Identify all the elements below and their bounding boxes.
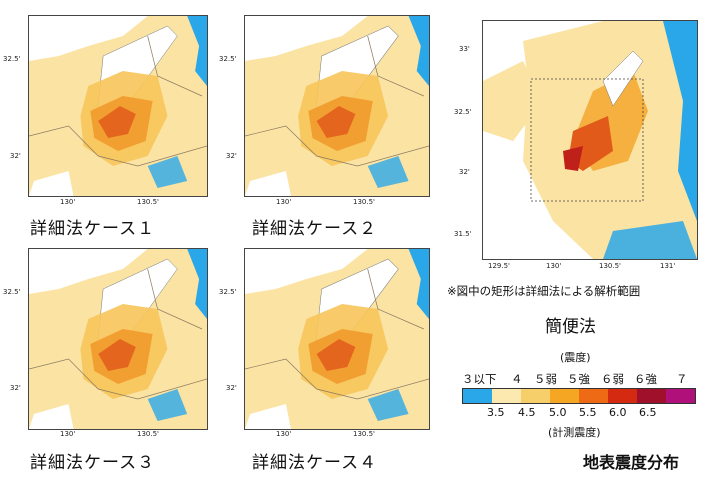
y-tick: 32' (459, 168, 470, 176)
y-tick: 32.5' (3, 288, 21, 296)
y-tick: 32.5' (3, 55, 21, 63)
legend-head: (震度) (560, 351, 591, 364)
panel-caption: 詳細法ケース２ (252, 219, 378, 239)
intensity-class-label: ５弱 (534, 372, 557, 386)
color-swatch (521, 389, 550, 403)
intensity-class-label: ５強 (567, 372, 590, 386)
x-tick: 130' (60, 198, 76, 206)
legend-foot: (計測震度) (548, 426, 601, 439)
panel-caption: 詳細法ケース１ (30, 219, 156, 239)
intensity-map (28, 248, 208, 430)
color-scale-bar (462, 388, 696, 404)
y-tick: 32.5' (219, 55, 237, 63)
color-swatch (463, 389, 492, 403)
y-tick: 33' (459, 45, 470, 53)
color-swatch (492, 389, 521, 403)
x-tick: 129.5' (488, 262, 510, 270)
x-tick: 130.5' (599, 262, 621, 270)
y-tick: 32' (226, 152, 237, 160)
intensity-map-wide (482, 20, 698, 260)
y-tick: 32.5' (219, 288, 237, 296)
intensity-class-label: ７ (676, 372, 688, 386)
map-graphic (483, 21, 697, 259)
color-swatch (637, 389, 666, 403)
y-tick: 32' (226, 384, 237, 392)
panel-caption: 詳細法ケース３ (30, 453, 156, 473)
color-swatch (550, 389, 579, 403)
intensity-class-label: ６強 (634, 372, 657, 386)
intensity-class-label: ４ (511, 372, 523, 386)
scale-value: 6.5 (639, 406, 657, 419)
x-tick: 130' (60, 430, 76, 438)
scale-value: 5.5 (579, 406, 597, 419)
scale-value: 6.0 (609, 406, 627, 419)
analysis-range-note: ※図中の矩形は詳細法による解析範囲 (447, 284, 641, 298)
x-tick: 130' (276, 430, 292, 438)
intensity-class-label: ６弱 (601, 372, 624, 386)
color-swatch (579, 389, 608, 403)
y-tick: 32' (10, 152, 21, 160)
scale-value: 5.0 (549, 406, 567, 419)
figure-heading: 地表震度分布 (583, 453, 680, 472)
x-tick: 131' (660, 262, 676, 270)
scale-value: 3.5 (487, 406, 505, 419)
color-swatch (666, 389, 695, 403)
x-tick: 130.5' (353, 430, 375, 438)
x-tick: 130.5' (137, 198, 159, 206)
intensity-map (244, 248, 430, 430)
map-graphic (245, 16, 429, 196)
map-graphic (29, 16, 207, 196)
x-tick: 130.5' (353, 198, 375, 206)
scale-value: 4.5 (518, 406, 536, 419)
y-tick: 32.5' (454, 108, 472, 116)
x-tick: 130' (276, 198, 292, 206)
intensity-map (28, 15, 208, 197)
y-tick: 32' (10, 384, 21, 392)
map-graphic (29, 249, 207, 429)
color-swatch (608, 389, 637, 403)
panel-caption: 詳細法ケース４ (252, 453, 378, 473)
x-tick: 130.5' (137, 430, 159, 438)
simple-method-title: 簡便法 (545, 317, 596, 337)
intensity-class-label: ３以下 (462, 372, 497, 386)
map-graphic (245, 249, 429, 429)
x-tick: 130' (546, 262, 562, 270)
y-tick: 31.5' (454, 230, 472, 238)
intensity-map (244, 15, 430, 197)
